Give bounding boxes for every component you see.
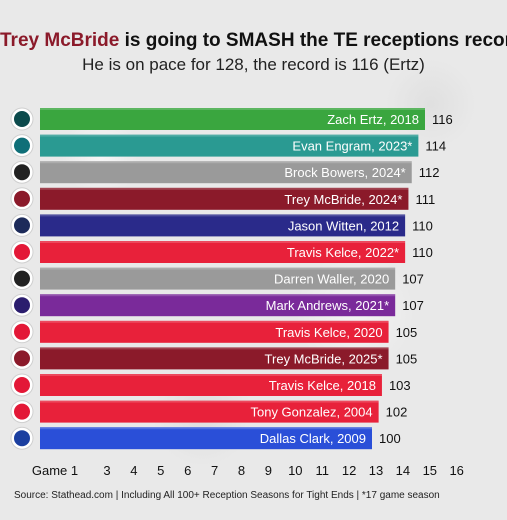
bar	[40, 400, 379, 423]
bar-label: Tony Gonzalez, 2004	[250, 405, 372, 420]
bar-highlight	[40, 427, 372, 430]
chiefs-logo-icon-mark	[14, 244, 30, 260]
value-label: 111	[415, 192, 435, 207]
value-label: 116	[432, 112, 453, 127]
title-rest: is going to SMASH the TE receptions reco…	[119, 30, 507, 51]
x-tick-label: 14	[396, 463, 410, 478]
bar	[40, 187, 409, 210]
value-label: 100	[379, 431, 401, 446]
bar	[40, 267, 396, 290]
source-note: Source: Stathead.com | Including All 100…	[14, 490, 440, 501]
bar	[40, 320, 389, 343]
bar	[40, 294, 396, 317]
chiefs-logo-icon-mark	[14, 377, 30, 393]
bar-highlight	[40, 320, 389, 323]
x-tick-label: 15	[423, 463, 437, 478]
value-label: 110	[412, 245, 433, 260]
bar-highlight	[40, 187, 409, 190]
bar-label: Zach Ertz, 2018	[327, 112, 419, 127]
bar-label: Travis Kelce, 2018	[269, 378, 376, 393]
bar-highlight	[40, 400, 379, 403]
bar	[40, 161, 412, 184]
jaguars-logo-icon-mark	[14, 137, 30, 154]
value-label: 102	[386, 405, 408, 420]
bar-highlight	[40, 294, 396, 297]
x-tick-label: Game 1	[32, 463, 78, 478]
value-label: 103	[389, 378, 411, 393]
x-tick-label: 9	[265, 463, 272, 478]
eagles-logo-icon-mark	[14, 111, 30, 127]
bar-label: Jason Witten, 2012	[288, 218, 399, 233]
bar-highlight	[40, 134, 419, 137]
x-tick-label: 13	[369, 463, 383, 478]
title-highlight: Trey McBride	[0, 30, 120, 51]
bar-label: Dallas Clark, 2009	[260, 431, 366, 446]
x-tick-label: 10	[288, 463, 302, 478]
bar	[40, 427, 372, 450]
x-tick-label: 12	[342, 463, 356, 478]
bar-label: Trey McBride, 2025*	[265, 351, 383, 366]
bar-label: Evan Engram, 2023*	[292, 139, 412, 154]
bar	[40, 241, 406, 263]
value-label: 110	[412, 218, 433, 233]
raiders-logo-icon-mark	[14, 164, 30, 181]
x-tick-label: 4	[130, 463, 137, 478]
value-label: 105	[396, 325, 418, 340]
value-label: 105	[396, 351, 418, 366]
bar	[40, 347, 389, 370]
bar-label: Travis Kelce, 2022*	[287, 245, 399, 260]
bar	[40, 214, 406, 237]
bar	[40, 374, 382, 396]
bar-highlight	[40, 214, 406, 217]
x-tick-label: 3	[103, 463, 110, 478]
bar-label: Brock Bowers, 2024*	[284, 165, 405, 180]
x-tick-label: 11	[315, 463, 329, 478]
bar-highlight	[40, 108, 425, 110]
value-label: 112	[419, 165, 440, 180]
bar-highlight	[40, 267, 396, 270]
value-label: 114	[425, 139, 446, 154]
chiefs-logo-icon-mark	[14, 403, 30, 420]
colts-logo-icon-mark	[14, 430, 30, 447]
x-tick-label: 8	[238, 463, 245, 478]
x-tick-label: 6	[184, 463, 191, 478]
bar-highlight	[40, 374, 382, 376]
bar-highlight	[40, 347, 389, 350]
cardinals-logo-icon-mark	[14, 190, 30, 207]
bar	[40, 134, 419, 157]
chiefs-logo-icon-mark	[14, 323, 30, 340]
bar-highlight	[40, 241, 406, 243]
value-label: 107	[402, 272, 424, 287]
bar-label: Mark Andrews, 2021*	[266, 298, 390, 313]
x-tick-label: 16	[449, 463, 463, 478]
bar-label: Trey McBride, 2024*	[284, 192, 402, 207]
cowboys-logo-icon-mark	[14, 217, 30, 234]
value-label: 107	[402, 298, 424, 313]
bar-highlight	[40, 161, 412, 164]
bar	[40, 108, 425, 130]
chart-subtitle: He is on pace for 128, the record is 116…	[82, 55, 425, 74]
ravens-logo-icon-mark	[14, 297, 30, 314]
x-tick-label: 7	[211, 463, 218, 478]
x-tick-label: 5	[157, 463, 164, 478]
raiders-logo-icon-mark	[14, 270, 30, 287]
chart-title: Trey McBride is going to SMASH the TE re…	[0, 30, 507, 52]
bar-label: Travis Kelce, 2020	[275, 325, 382, 340]
cardinals-logo-icon-mark	[14, 350, 30, 367]
bar-label: Darren Waller, 2020	[274, 272, 389, 287]
